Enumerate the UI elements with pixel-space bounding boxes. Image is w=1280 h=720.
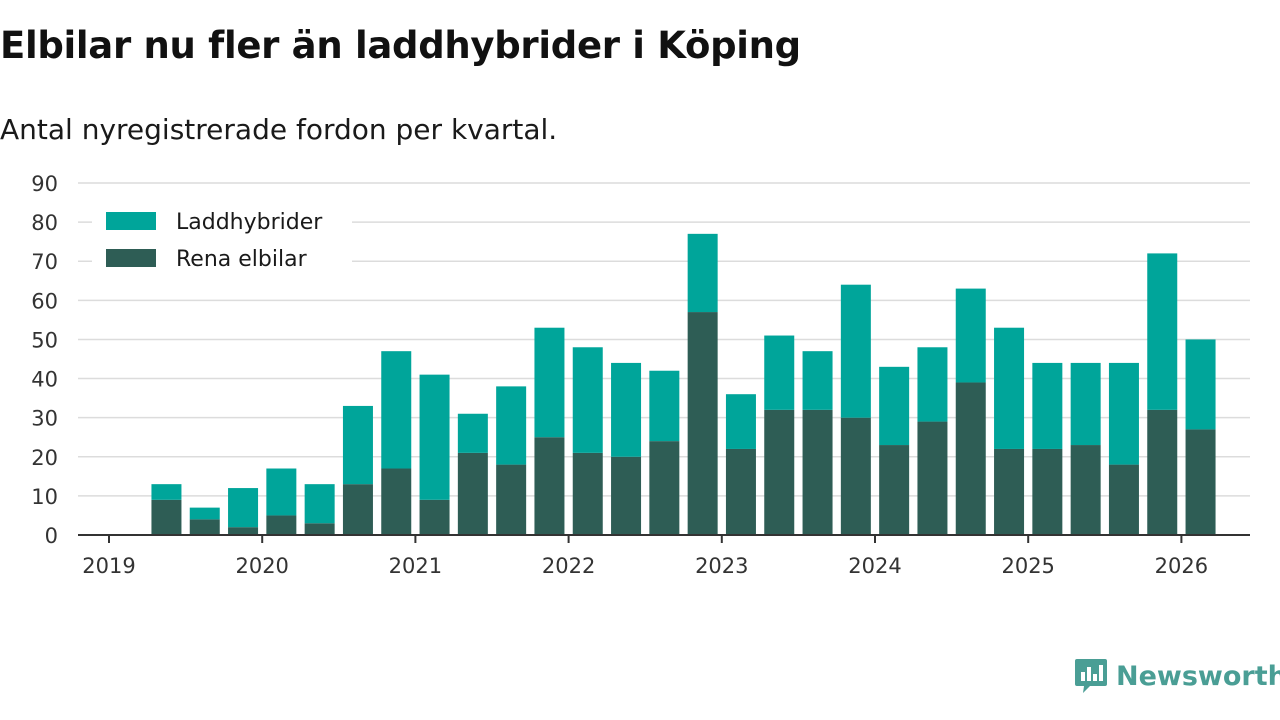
bar-laddhybrider [879,366,910,446]
newsworthy-logo-icon [1075,659,1107,693]
y-tick-label: 30 [31,407,58,431]
bar-rena-elbilar [1185,429,1216,535]
bar-rena-elbilar [955,382,986,535]
bar-laddhybrider [764,335,795,410]
bar-laddhybrider [419,374,450,500]
x-tick-label: 2022 [542,554,595,578]
bar-laddhybrider [994,327,1025,449]
y-tick-label: 70 [31,250,58,274]
legend-label-laddhybrider: Laddhybrider [176,210,323,235]
bar-laddhybrider [1108,362,1139,465]
bar-rena-elbilar [764,409,795,535]
bar-rena-elbilar [534,437,565,535]
bar-laddhybrider [151,484,182,500]
y-tick-label: 60 [31,289,58,313]
bar-laddhybrider [1185,339,1216,430]
bar-rena-elbilar [879,445,910,535]
x-tick-label: 2019 [82,554,135,578]
bar-rena-elbilar [994,448,1025,535]
bar-rena-elbilar [342,484,373,535]
bar-laddhybrider [1032,362,1063,449]
bar-rena-elbilar [496,464,527,535]
bar-rena-elbilar [572,452,603,535]
bars [151,233,1216,535]
bar-laddhybrider [917,347,948,422]
chart-title: Elbilar nu fler än laddhybrider i Köping [0,24,801,67]
y-tick-label: 10 [31,485,58,509]
x-tick-label: 2023 [695,554,748,578]
bar-rena-elbilar [304,523,335,535]
bar-laddhybrider [572,347,603,453]
bar-rena-elbilar [419,499,450,535]
bar-rena-elbilar [381,468,412,535]
brand-name: Newsworthy [1116,660,1280,692]
bar-rena-elbilar [611,456,642,535]
bar-laddhybrider [649,370,680,442]
y-tick-label: 40 [31,368,58,392]
bar-laddhybrider [840,284,871,418]
x-tick-label: 2026 [1155,554,1208,578]
y-tick-label: 20 [31,446,58,470]
bar-rena-elbilar [1147,409,1178,535]
bar-laddhybrider [304,484,335,524]
bar-rena-elbilar [840,417,871,535]
legend-swatch-laddhybrider [106,212,156,230]
bar-rena-elbilar [151,499,182,535]
bar-laddhybrider [1070,362,1101,446]
bar-laddhybrider [1147,253,1178,410]
legend-swatch-rena-elbilar [106,249,156,267]
bar-laddhybrider [457,413,488,453]
bar-rena-elbilar [189,519,220,535]
bar-laddhybrider [496,386,527,465]
x-tick-label: 2021 [389,554,442,578]
bar-rena-elbilar [649,441,680,535]
bar-rena-elbilar [1070,445,1101,535]
y-tick-label: 90 [31,172,58,196]
bar-laddhybrider [189,507,220,520]
bar-laddhybrider [802,351,833,410]
x-tick-label: 2024 [848,554,901,578]
bar-laddhybrider [955,288,986,383]
bar-rena-elbilar [687,312,718,535]
bar-laddhybrider [342,405,373,485]
y-tick-label: 80 [31,211,58,235]
bar-laddhybrider [266,468,297,516]
x-tick-label: 2020 [235,554,288,578]
bar-rena-elbilar [266,515,297,535]
bar-laddhybrider [725,394,756,449]
bar-laddhybrider [228,488,259,528]
legend-label-rena-elbilar: Rena elbilar [176,247,308,272]
x-tick-label: 2025 [1001,554,1054,578]
bar-laddhybrider [534,327,565,438]
bar-rena-elbilar [725,448,756,535]
y-axis-ticks: 0 10 20 30 40 50 60 70 80 90 [31,172,58,548]
chart-subtitle: Antal nyregistrerade fordon per kvartal. [0,113,558,146]
bar-laddhybrider [687,233,718,313]
y-tick-label: 50 [31,328,58,352]
bar-laddhybrider [381,351,412,469]
legend: Laddhybrider Rena elbilar [92,200,352,278]
bar-rena-elbilar [917,421,948,535]
bar-rena-elbilar [802,409,833,535]
y-tick-label: 0 [45,524,58,548]
bar-rena-elbilar [1108,464,1139,535]
bar-rena-elbilar [228,527,259,535]
brand-logo: Newsworthy [1074,656,1280,696]
bar-rena-elbilar [457,452,488,535]
bar-rena-elbilar [1032,448,1063,535]
x-axis-ticks: 2019 2020 2021 2022 2023 2024 2025 2026 [82,535,1208,578]
bar-laddhybrider [611,362,642,457]
